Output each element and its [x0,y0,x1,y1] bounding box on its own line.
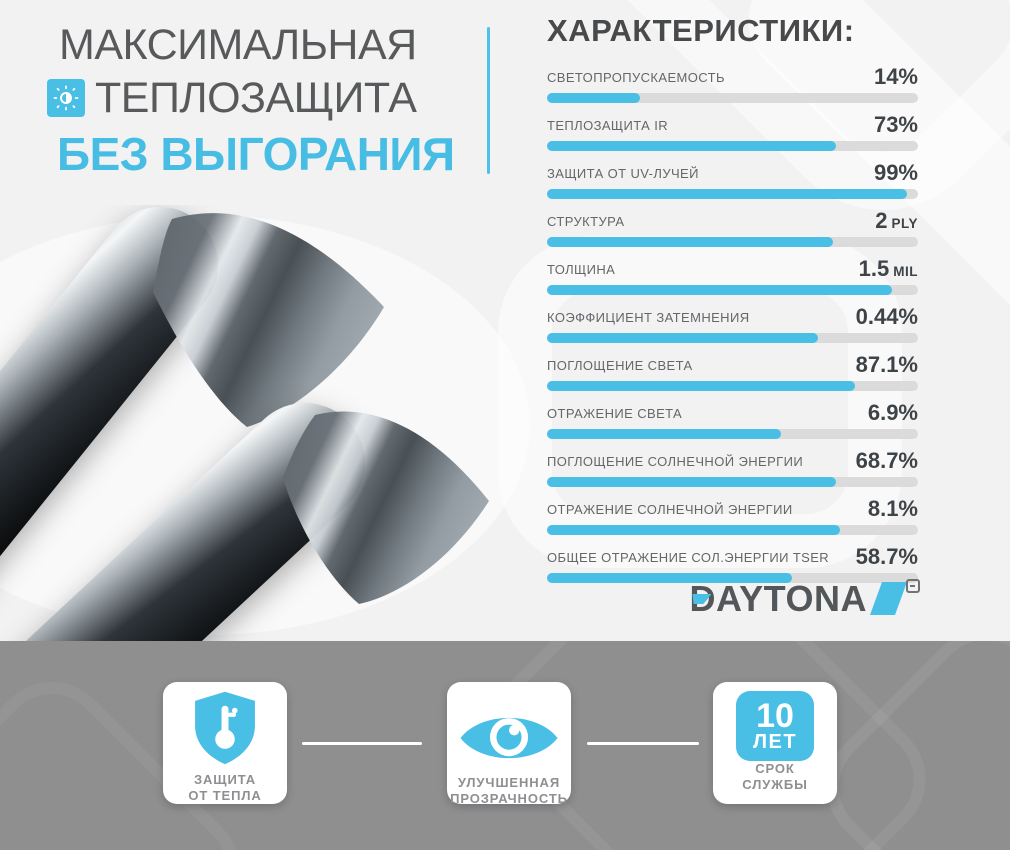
characteristic-value: 68.7% [855,448,918,474]
characteristic-label: КОЭФФИЦИЕНТ ЗАТЕМНЕНИЯ [547,310,750,326]
progress-bar-fill [547,477,837,488]
feature-band: ЗАЩИТА ОТ ТЕПЛА УЛУЧШЕННАЯ ПРОЗРАЧНОСТЬ 10… [0,641,1010,850]
characteristic-value: 58.7% [855,544,918,570]
characteristic-row: СТРУКТУРА 2 PLY [547,208,918,248]
progress-bar-fill [547,189,907,200]
characteristic-value: 2 PLY [875,208,918,234]
eye-icon [457,706,561,775]
progress-bar-track [547,237,918,248]
feature-label: ЗАЩИТА ОТ ТЕПЛА [188,772,262,803]
title-line-3: БЕЗ ВЫГОРАНИЯ [57,128,455,180]
characteristic-value: 14% [873,64,918,90]
progress-bar-track [547,429,918,440]
progress-bar-track [547,381,918,392]
connector-line [587,742,699,745]
sun-glyph [53,85,79,111]
characteristic-value: 0.44% [855,304,918,330]
characteristic-row: ОТРАЖЕНИЕ СВЕТА 6.9% [547,400,918,440]
characteristic-row: ОТРАЖЕНИЕ СОЛНЕЧНОЙ ЭНЕРГИИ 8.1% [547,496,918,536]
characteristics-panel: ХАРАКТЕРИСТИКИ: СВЕТОПРОПУСКАЕМОСТЬ 14% Т… [547,13,918,594]
characteristic-value: 8.1% [867,496,918,522]
progress-bar-track [547,93,918,104]
progress-bar-fill [547,333,818,344]
title-line-2: ТЕПЛОЗАЩИТА [95,74,417,122]
characteristic-row: ПОГЛОЩЕНИЕ СОЛНЕЧНОЙ ЭНЕРГИИ 68.7% [547,448,918,488]
progress-bar-fill [547,237,833,248]
characteristic-row: ПОГЛОЩЕНИЕ СВЕТА 87.1% [547,352,918,392]
characteristic-label: ОБЩЕЕ ОТРАЖЕНИЕ СОЛ.ЭНЕРГИИ TSER [547,550,830,566]
title-line-1: МАКСИМАЛЬНАЯ [59,21,417,69]
characteristic-label: СТРУКТУРА [547,214,625,230]
progress-bar-track [547,285,918,296]
feature-card-transparency: УЛУЧШЕННАЯ ПРОЗРАЧНОСТЬ [447,682,571,806]
characteristic-row: КОЭФФИЦИЕНТ ЗАТЕМНЕНИЯ 0.44% [547,304,918,344]
progress-bar-fill [547,93,640,104]
connector-line [302,742,422,745]
logo-slash-icon [869,582,908,615]
characteristic-label: ПОГЛОЩЕНИЕ СВЕТА [547,358,693,374]
characteristic-value: 73% [873,112,918,138]
progress-bar-track [547,333,918,344]
progress-bar-fill [547,525,841,536]
progress-bar-fill [547,429,781,440]
progress-bar-fill [547,573,792,584]
progress-bar-track [547,525,918,536]
film-rolls-image [0,206,489,641]
characteristic-label: ОТРАЖЕНИЕ СОЛНЕЧНОЙ ЭНЕРГИИ [547,502,793,518]
progress-bar-track [547,189,918,200]
characteristic-value: 1.5 MIL [858,256,918,282]
progress-bar-fill [547,141,837,152]
logo-accent-triangle [692,594,712,604]
characteristic-label: ОТРАЖЕНИЕ СВЕТА [547,406,683,422]
title-divider-line [487,27,490,174]
years-number: 10 [756,696,794,735]
feature-card-heat-protection: ЗАЩИТА ОТ ТЕПЛА [163,682,287,804]
feature-card-service-life: 10 ЛЕТ СРОК СЛУЖБЫ [713,682,837,804]
progress-bar-fill [547,381,855,392]
feature-label: СРОК СЛУЖБЫ [742,761,808,792]
characteristic-row: ТОЛЩИНА 1.5 MIL [547,256,918,296]
brand-name: DAYTONA [689,578,867,619]
ten-years-badge: 10 ЛЕТ [736,691,814,761]
progress-bar-track [547,477,918,488]
characteristic-value: 87.1% [855,352,918,378]
characteristic-label: СВЕТОПРОПУСКАЕМОСТЬ [547,70,725,86]
registered-trademark-icon [906,579,920,593]
shield-thermometer-icon [186,689,264,772]
characteristic-value: 6.9% [867,400,918,426]
years-unit: ЛЕТ [752,731,798,754]
progress-bar-fill [547,285,893,296]
progress-bar-track [547,573,918,584]
brand-logo: DAYTONA [689,578,920,619]
characteristic-value: 99% [873,160,918,186]
characteristic-label: ПОГЛОЩЕНИЕ СОЛНЕЧНОЙ ЭНЕРГИИ [547,454,804,470]
characteristic-label: ТОЛЩИНА [547,262,616,278]
characteristic-row: ТЕПЛОЗАЩИТА IR 73% [547,112,918,152]
feature-label: УЛУЧШЕННАЯ ПРОЗРАЧНОСТЬ [450,775,568,806]
characteristic-row: СВЕТОПРОПУСКАЕМОСТЬ 14% [547,64,918,104]
characteristic-row: ЗАЩИТА ОТ UV-ЛУЧЕЙ 99% [547,160,918,200]
characteristic-label: ЗАЩИТА ОТ UV-ЛУЧЕЙ [547,166,699,182]
characteristic-label: ТЕПЛОЗАЩИТА IR [547,118,669,134]
progress-bar-track [547,141,918,152]
characteristics-heading: ХАРАКТЕРИСТИКИ: [547,13,855,48]
sun-brightness-icon [47,79,85,117]
